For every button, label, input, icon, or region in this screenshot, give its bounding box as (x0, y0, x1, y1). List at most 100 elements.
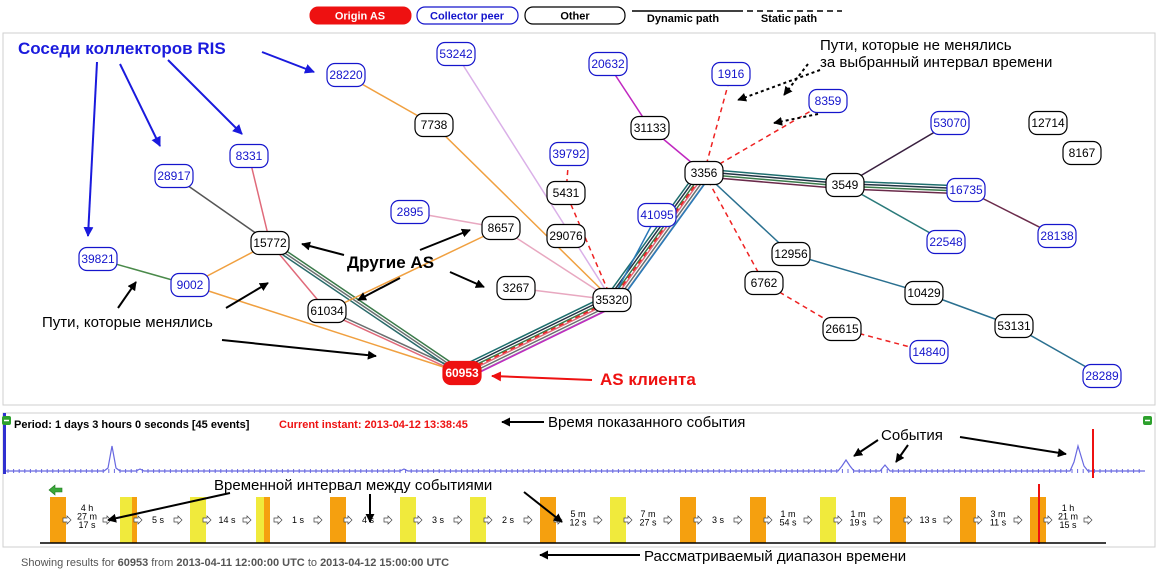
event-bar[interactable] (120, 497, 132, 543)
as-node-3356[interactable]: 3356 (684, 160, 724, 186)
path-3549-16735[interactable] (845, 182, 967, 190)
as-node-20632[interactable]: 20632 (588, 51, 628, 77)
legend-origin-as[interactable]: Origin AS (309, 6, 412, 25)
as-node-6762[interactable]: 6762 (744, 270, 784, 296)
path-61034-8657[interactable] (326, 227, 502, 312)
event-bar[interactable] (330, 497, 346, 543)
path-60953-35320[interactable] (461, 298, 612, 373)
path-3549-16735[interactable] (844, 185, 966, 193)
as-node-53131[interactable]: 53131 (994, 313, 1034, 339)
back-arrow-button[interactable] (48, 484, 63, 496)
path-8657-35320[interactable] (500, 227, 613, 301)
path-35320-7738[interactable] (433, 124, 613, 301)
path-3356-3549[interactable] (703, 173, 845, 188)
path-35320-5431[interactable] (565, 192, 613, 301)
as-node-53242[interactable]: 53242 (436, 41, 476, 67)
path-3356-6762[interactable] (703, 172, 765, 284)
event-bar[interactable] (50, 497, 66, 543)
event-bar[interactable] (960, 497, 976, 543)
path-3356-3549[interactable] (704, 168, 846, 182)
path-3356-1916[interactable] (703, 73, 732, 174)
event-bar[interactable] (820, 497, 836, 543)
path-60953-15772[interactable] (271, 240, 464, 372)
as-node-28289[interactable]: 28289 (1082, 363, 1122, 389)
path-35320-3356[interactable] (614, 174, 708, 303)
event-bar[interactable] (890, 497, 906, 543)
event-bar[interactable] (610, 497, 626, 543)
as-node-14840[interactable]: 14840 (909, 339, 949, 365)
legend-static-path[interactable]: Static path (737, 10, 842, 25)
as-node-9002[interactable]: 9002 (170, 272, 210, 298)
as-node-39821[interactable]: 39821 (78, 246, 118, 272)
as-node-35320[interactable]: 35320 (592, 287, 632, 313)
as-node-10429[interactable]: 10429 (904, 280, 944, 306)
path-60953-15772[interactable] (268, 244, 461, 376)
as-node-8359[interactable]: 8359 (808, 88, 848, 114)
as-node-3267[interactable]: 3267 (496, 275, 536, 301)
as-node-31133[interactable]: 31133 (630, 115, 670, 141)
path-15772-8331[interactable] (248, 155, 271, 244)
path-60953-35320[interactable] (461, 299, 613, 374)
event-bar[interactable] (264, 497, 270, 543)
as-node-28220[interactable]: 28220 (326, 62, 366, 88)
as-node-41095[interactable]: 41095 (637, 202, 677, 228)
as-node-15772[interactable]: 15772 (250, 230, 290, 256)
path-35320-3356[interactable] (612, 173, 706, 302)
path-3356-3549[interactable] (704, 170, 846, 185)
path-35320-3356[interactable] (611, 172, 705, 301)
as-node-22548[interactable]: 22548 (926, 229, 966, 255)
as-node-61034[interactable]: 61034 (307, 298, 347, 324)
path-60953-9002[interactable] (189, 284, 463, 374)
as-node-39792[interactable]: 39792 (549, 141, 589, 167)
path-35320-41095[interactable] (611, 214, 658, 301)
path-15772-28917[interactable] (173, 175, 271, 244)
as-node-60953[interactable]: 60953 (442, 360, 482, 386)
path-3549-16735[interactable] (844, 188, 966, 195)
as-node-12956[interactable]: 12956 (771, 241, 811, 267)
path-60953-15772[interactable] (269, 242, 463, 374)
path-60953-35320[interactable] (464, 305, 616, 380)
path-3356-3549[interactable] (703, 176, 845, 190)
legend-dynamic-path[interactable]: Dynamic path (632, 10, 737, 25)
as-node-3549[interactable]: 3549 (825, 172, 865, 198)
as-node-5431[interactable]: 5431 (546, 180, 586, 206)
path-12956-10429[interactable] (790, 253, 925, 294)
timeline-end-flag[interactable] (1143, 416, 1152, 425)
event-bar[interactable] (400, 497, 416, 543)
path-3356-12956[interactable] (703, 172, 792, 255)
path-3549-16735[interactable] (845, 180, 967, 187)
path-3549-53070[interactable] (844, 122, 951, 186)
timeline-start-flag[interactable] (2, 416, 11, 425)
path-35320-3356[interactable] (610, 171, 704, 300)
path-60953-35320[interactable] (463, 302, 615, 378)
event-bar[interactable] (190, 497, 206, 543)
as-node-53070[interactable]: 53070 (930, 110, 970, 136)
as-node-12714[interactable]: 12714 (1028, 110, 1068, 136)
path-60953-35320[interactable] (459, 295, 611, 371)
as-node-28917[interactable]: 28917 (154, 163, 194, 189)
path-35320-53242[interactable] (455, 53, 613, 301)
path-5431-39792[interactable] (565, 153, 570, 194)
as-node-1916[interactable]: 1916 (711, 61, 751, 87)
path-60953-35320[interactable] (458, 293, 610, 368)
as-node-26615[interactable]: 26615 (822, 316, 862, 342)
legend-collector-peer[interactable]: Collector peer (416, 6, 519, 25)
legend-other[interactable]: Other (524, 6, 626, 25)
as-node-16735[interactable]: 16735 (946, 177, 986, 203)
event-bar[interactable] (256, 497, 264, 543)
event-bar[interactable] (470, 497, 486, 543)
event-bar[interactable] (540, 497, 556, 543)
as-node-8167[interactable]: 8167 (1062, 140, 1102, 166)
as-node-8331[interactable]: 8331 (229, 143, 269, 169)
path-3356-8359[interactable] (703, 100, 829, 174)
path-35320-3356[interactable] (617, 176, 711, 305)
events-sparkline[interactable] (6, 443, 1145, 472)
as-node-7738[interactable]: 7738 (414, 112, 454, 138)
as-node-28138[interactable]: 28138 (1037, 223, 1077, 249)
event-bar[interactable] (750, 497, 766, 543)
as-node-8657[interactable]: 8657 (481, 215, 521, 241)
path-60953-61034[interactable] (326, 311, 462, 375)
path-60953-35320[interactable] (462, 300, 613, 375)
as-node-29076[interactable]: 29076 (546, 223, 586, 249)
path-35320-3356[interactable] (606, 168, 700, 297)
